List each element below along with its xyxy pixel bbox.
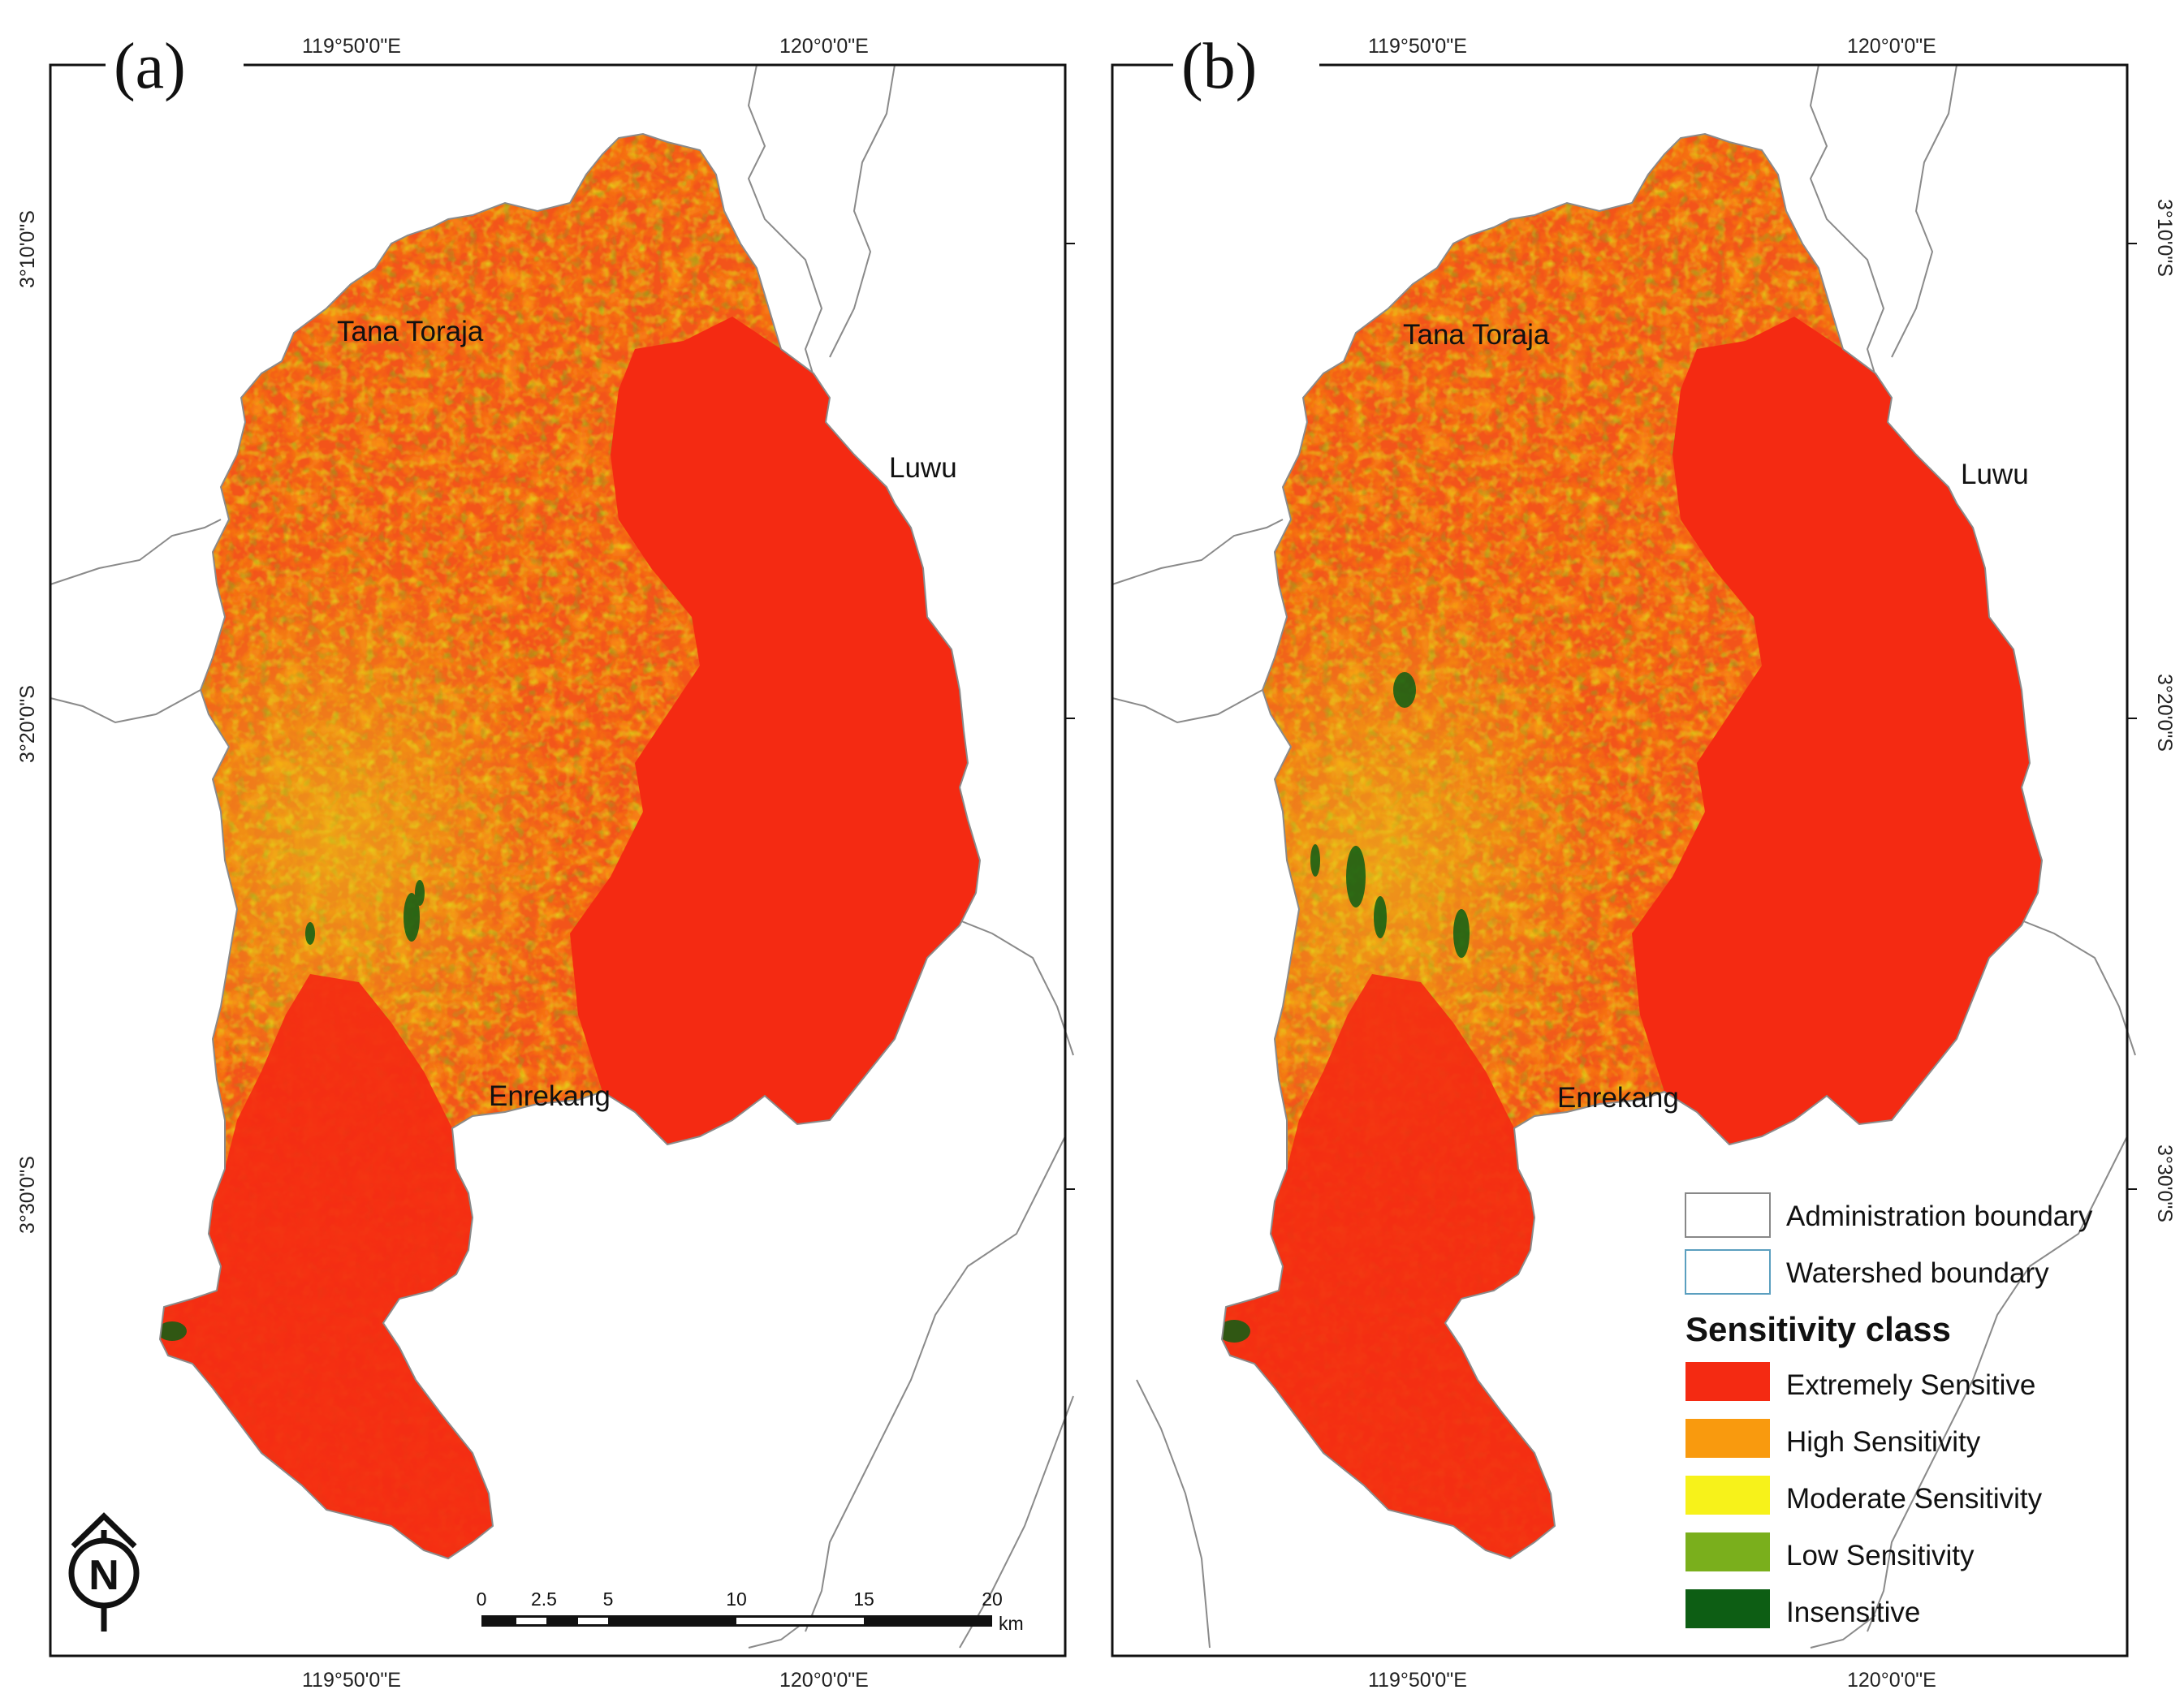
sensitivity-raster-a (160, 134, 980, 1558)
place-enrekang-b: Enrekang (1557, 1082, 1679, 1114)
scale-tick-15: 15 (853, 1588, 874, 1610)
legend-swatch-insensitive (1685, 1589, 1770, 1628)
lon-tick-bottom-1-a: 119°50'0"E (302, 1669, 401, 1692)
scale-tick-5: 5 (603, 1588, 614, 1610)
place-luwu-b: Luwu (1961, 459, 2029, 490)
map-frame-a (49, 63, 1067, 1657)
legend-title: Sensitivity class (1685, 1310, 1951, 1348)
north-arrow-icon: N (68, 1512, 140, 1632)
lon-tick-top-1-b: 119°50'0"E (1368, 35, 1467, 58)
lon-tick-top-2-a: 120°0'0"E (779, 35, 869, 58)
legend-swatch-admin (1685, 1192, 1771, 1238)
lat-tick-1-a: 3°10'0"S (16, 210, 39, 288)
lon-tick-bottom-1-b: 119°50'0"E (1368, 1669, 1467, 1692)
legend-swatch-low-sensitivity (1685, 1532, 1770, 1571)
legend-swatch-high-sensitivity (1685, 1419, 1770, 1458)
panel-label-b: (b) (1181, 31, 1257, 102)
place-tana-toraja-a: Tana Toraja (337, 316, 484, 347)
north-arrow-letter: N (88, 1552, 119, 1599)
place-tana-toraja-b: Tana Toraja (1403, 319, 1550, 351)
scale-tick-20: 20 (982, 1588, 1003, 1610)
administration-boundary-lines (50, 64, 1074, 1649)
legend-label-high-sensitivity: High Sensitivity (1786, 1426, 1981, 1458)
legend-swatch-watershed (1685, 1249, 1771, 1295)
panel-label-a: (a) (114, 31, 186, 102)
lat-tick-2-a: 3°20'0"S (16, 685, 39, 763)
panel-a-labels: (a) 119°50'0"E 120°0'0"E 119°50'0"E 120°… (16, 23, 957, 1692)
lat-tick-1-b: 3°10'0"S (2153, 199, 2176, 277)
lon-tick-top-2-b: 120°0'0"E (1847, 35, 1936, 58)
legend-swatch-extremely-sensitive (1685, 1362, 1770, 1401)
legend-label-admin: Administration boundary (1786, 1201, 2093, 1232)
map-panel-b (1111, 63, 2136, 1657)
lat-tick-3-b: 3°30'0"S (2153, 1144, 2176, 1222)
scale-tick-10: 10 (726, 1588, 747, 1610)
legend-label-low-sensitivity: Low Sensitivity (1786, 1540, 1975, 1571)
panel-b-labels: (b) 119°50'0"E 120°0'0"E 119°50'0"E 120°… (1173, 23, 2176, 1692)
scale-unit: km (999, 1613, 1024, 1634)
lat-tick-3-a: 3°30'0"S (16, 1156, 39, 1234)
place-luwu-a: Luwu (889, 452, 957, 484)
place-enrekang-a: Enrekang (489, 1080, 611, 1112)
lon-tick-bottom-2-b: 120°0'0"E (1847, 1669, 1936, 1692)
lat-tick-2-b: 3°20'0"S (2153, 674, 2176, 752)
legend: Administration boundary Watershed bounda… (1685, 1192, 2093, 1628)
scale-tick-0: 0 (477, 1588, 487, 1610)
lon-tick-top-1-a: 119°50'0"E (302, 35, 401, 58)
legend-label-watershed: Watershed boundary (1786, 1257, 2049, 1289)
administration-boundary-lines (1111, 64, 2136, 1649)
map-frame-b (1111, 63, 2129, 1657)
map-panel-a (49, 63, 1074, 1657)
scale-tick-2-5: 2.5 (531, 1588, 557, 1610)
legend-label-moderate-sensitivity: Moderate Sensitivity (1786, 1483, 2043, 1515)
legend-swatch-moderate-sensitivity (1685, 1476, 1770, 1515)
lon-tick-bottom-2-a: 120°0'0"E (779, 1669, 869, 1692)
legend-label-extremely-sensitive: Extremely Sensitive (1786, 1369, 2035, 1401)
graticule-ticks (1065, 243, 2137, 1190)
legend-label-insensitive: Insensitive (1786, 1597, 1920, 1628)
scale-bar: 0 2.5 5 10 15 20 km (477, 1588, 1024, 1634)
